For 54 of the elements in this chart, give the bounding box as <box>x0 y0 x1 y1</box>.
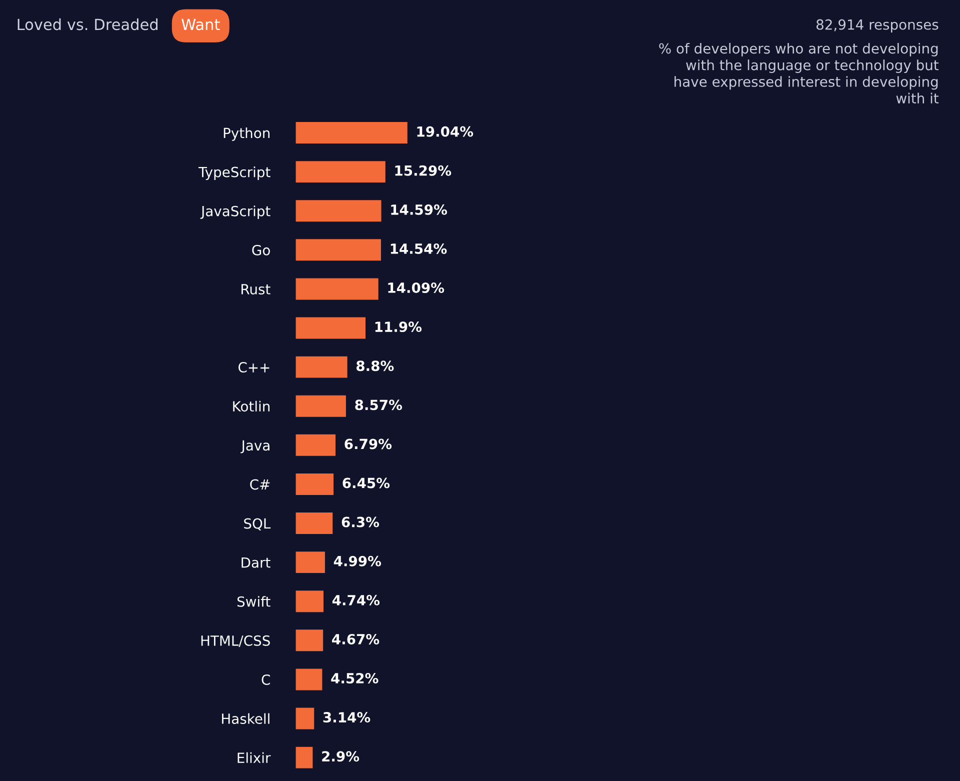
data-label: 4.99% <box>334 556 382 566</box>
data-label: 8.8% <box>356 360 394 372</box>
data-label: 11.9% <box>375 322 422 332</box>
bar <box>296 630 324 652</box>
y-tick-label: Swift <box>237 596 270 607</box>
y-tick-label: Elixir <box>238 752 271 763</box>
y-tick-label: Java <box>240 440 270 454</box>
bar <box>296 200 382 222</box>
data-label: 6.79% <box>344 438 392 450</box>
bar <box>296 356 348 378</box>
bar <box>296 434 336 456</box>
y-tick-label: C# <box>250 479 270 490</box>
data-label: 4.52% <box>331 672 378 684</box>
bar <box>296 473 334 495</box>
bar <box>296 590 324 612</box>
y-tick-label: Dart <box>242 557 270 568</box>
text: Want <box>182 18 220 30</box>
bar <box>296 278 378 300</box>
data-label: 3.14% <box>323 712 370 723</box>
bar <box>296 746 313 768</box>
y-tick-label: Haskell <box>222 713 270 724</box>
y-tick-label: C <box>262 674 270 685</box>
data-label: 14.09% <box>388 282 444 293</box>
data-label: 8.57% <box>355 400 402 410</box>
y-tick-label: Rust <box>242 284 270 294</box>
data-label: 4.67% <box>332 634 380 644</box>
y-tick-label: Kotlin <box>233 400 270 412</box>
text: 82,914 responses <box>816 19 938 32</box>
data-label: 14.54% <box>390 243 447 254</box>
data-label: 6.3% <box>342 516 380 528</box>
y-tick-label: Go <box>252 244 270 256</box>
y-tick-label: Python <box>224 127 270 141</box>
data-label: 14.59% <box>391 204 448 215</box>
bar <box>296 552 325 574</box>
y-tick-label: C++ <box>238 362 270 373</box>
data-label: 6.45% <box>342 478 390 488</box>
y-tick-label: JavaScript <box>200 206 270 220</box>
bar <box>296 512 333 534</box>
data-label: 2.9% <box>322 751 360 762</box>
y-tick-label: HTML/CSS <box>201 635 270 647</box>
data-label: 4.74% <box>332 594 380 606</box>
text: % of developers who are not developing with the language or technology but have expressed interest in developing with it <box>659 42 939 104</box>
bar <box>296 317 366 339</box>
data-label: 19.04% <box>417 126 474 137</box>
y-tick-label: TypeScript <box>198 166 270 180</box>
y-tick-label: SQL <box>244 518 271 530</box>
bar <box>296 161 386 183</box>
data-label: 15.29% <box>395 165 452 176</box>
bar <box>296 122 408 144</box>
bar <box>296 668 322 690</box>
bar <box>296 708 314 730</box>
text: Loved vs. Dreaded <box>18 18 158 30</box>
bar <box>296 395 346 417</box>
bar <box>296 239 381 261</box>
